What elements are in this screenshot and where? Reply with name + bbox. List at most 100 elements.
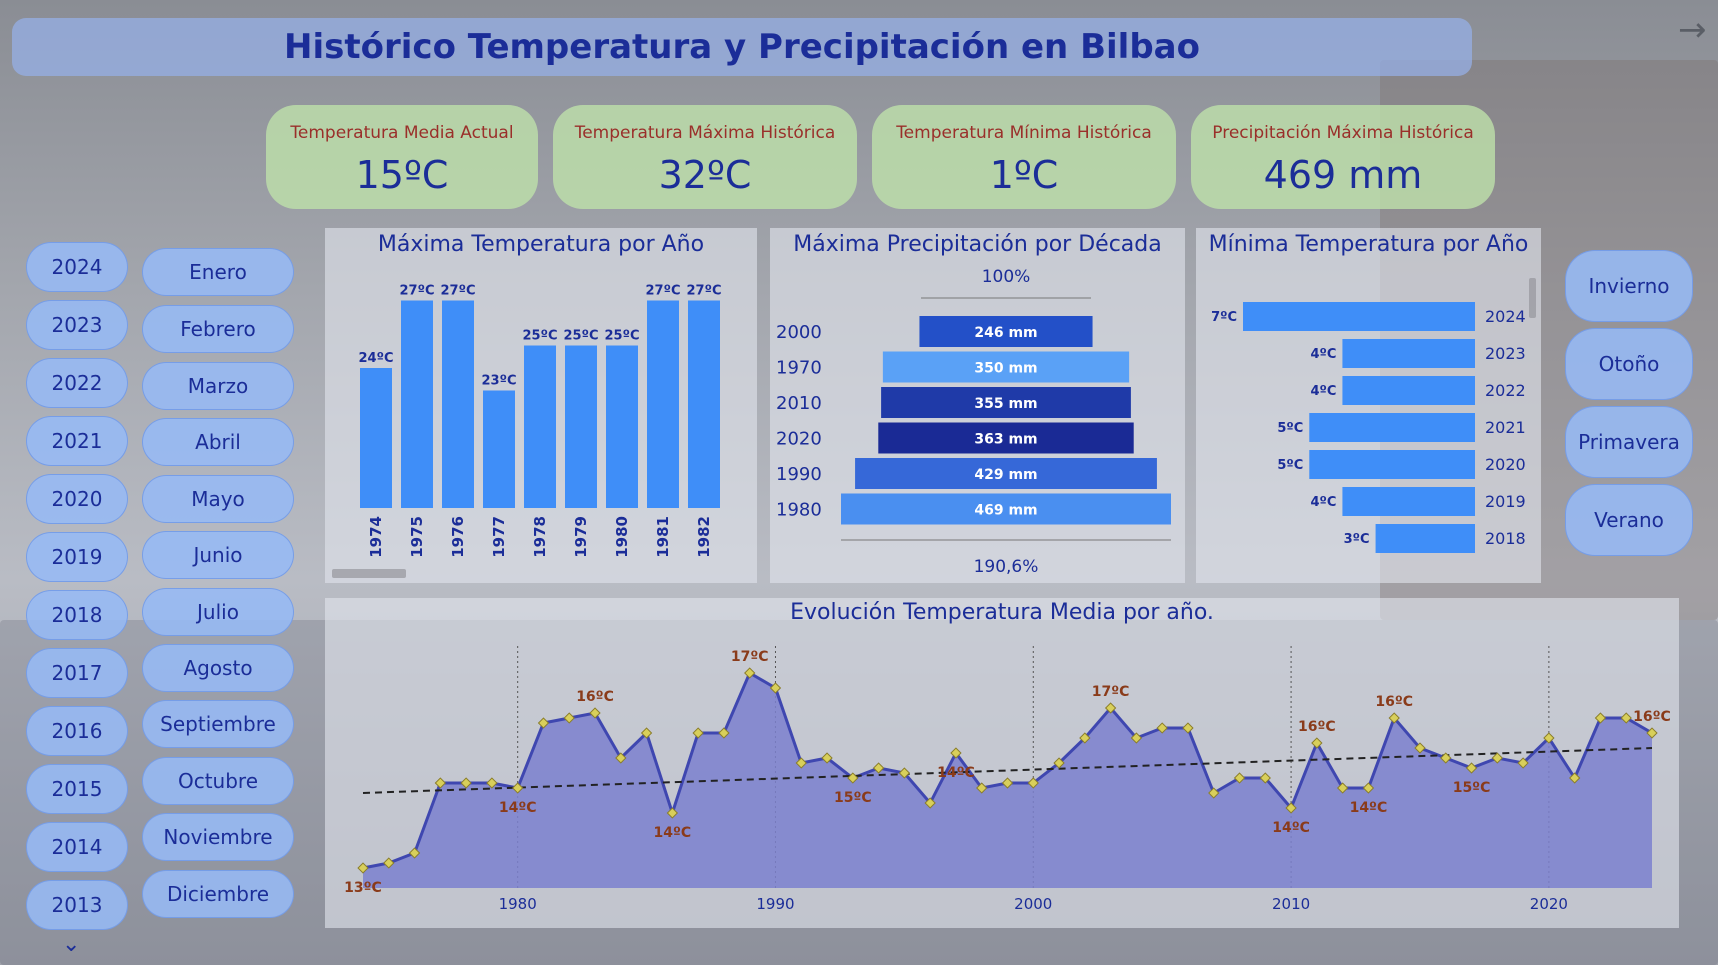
season-button[interactable]: Verano	[1565, 484, 1693, 556]
year-button[interactable]: 2015	[26, 764, 128, 814]
year-button[interactable]: 2017	[26, 648, 128, 698]
data-point	[1027, 777, 1039, 789]
year-button[interactable]: 2024	[26, 242, 128, 292]
season-button[interactable]: Primavera	[1565, 406, 1693, 478]
month-button[interactable]: Enero	[142, 248, 294, 296]
month-button[interactable]: Abril	[142, 418, 294, 466]
trend-line	[362, 747, 1653, 794]
data-point	[924, 797, 936, 809]
chart-title: Máxima Temperatura por Año	[377, 232, 705, 257]
chevron-down-icon[interactable]: ⌄	[62, 932, 81, 957]
bar-value-label: 23ºC	[482, 374, 517, 389]
data-point	[1646, 727, 1658, 739]
kpi-temp-max: Temperatura Máxima Histórica 32ºC	[553, 105, 857, 209]
area-fill	[363, 673, 1652, 888]
year-button[interactable]: 2019	[26, 532, 128, 582]
funnel-category-label: 1990	[776, 464, 822, 485]
month-button[interactable]: Noviembre	[142, 813, 294, 861]
back-arrow-icon[interactable]: →	[1678, 10, 1707, 50]
month-button[interactable]: Octubre	[142, 757, 294, 805]
year-button[interactable]: 2013	[26, 880, 128, 930]
point-value-label: 16ºC	[1375, 694, 1413, 710]
year-button[interactable]: 2021	[26, 416, 128, 466]
bar	[1243, 302, 1475, 331]
bar	[647, 300, 679, 508]
bar-value-label: 4ºC	[1311, 384, 1337, 399]
data-point	[692, 727, 704, 739]
data-point	[383, 857, 395, 869]
month-button[interactable]: Julio	[142, 588, 294, 636]
data-point	[1388, 712, 1400, 724]
data-point	[718, 727, 730, 739]
funnel-category-label: 1980	[776, 500, 822, 521]
x-tick-label: 1980	[613, 516, 631, 558]
year-button[interactable]: 2014	[26, 822, 128, 872]
chart-title: Máxima Precipitación por Década	[793, 232, 1162, 257]
point-value-label: 15ºC	[1453, 780, 1491, 796]
month-button[interactable]: Diciembre	[142, 870, 294, 918]
year-button[interactable]: 2018	[26, 590, 128, 640]
bar	[401, 300, 433, 508]
funnel-category-label: 1970	[776, 358, 822, 379]
funnel-category-label: 2020	[776, 429, 822, 450]
x-tick-label: 1974	[367, 516, 385, 558]
bar-value-label: 25ºC	[523, 329, 558, 344]
bar-value-label: 27ºC	[441, 284, 476, 299]
month-button[interactable]: Febrero	[142, 305, 294, 353]
max-temp-bar-chart: 24ºC 1974 27ºC 1975 27ºC 1976 23ºC 1977 25ºC 1978…	[359, 284, 722, 558]
kpi-value: 32ºC	[658, 153, 752, 197]
data-point	[1311, 737, 1323, 749]
bar-value-label: 25ºC	[564, 329, 599, 344]
point-value-label: 16ºC	[576, 689, 614, 705]
data-point	[357, 862, 369, 874]
season-button[interactable]: Invierno	[1565, 250, 1693, 322]
data-point	[1285, 802, 1297, 814]
scrollbar-thumb[interactable]	[332, 569, 406, 578]
season-button[interactable]: Otoño	[1565, 328, 1693, 400]
data-point	[408, 847, 421, 859]
bar-value-label: 5ºC	[1277, 458, 1303, 473]
funnel-bar	[878, 422, 1134, 454]
data-point	[1182, 722, 1194, 734]
month-button[interactable]: Marzo	[142, 362, 294, 410]
bar	[483, 390, 515, 508]
data-point	[898, 767, 911, 779]
month-button[interactable]: Mayo	[142, 475, 294, 523]
y-tick-label: 2020	[1485, 455, 1526, 474]
year-button[interactable]: 2022	[26, 358, 128, 408]
month-button[interactable]: Agosto	[142, 644, 294, 692]
kpi-label: Temperatura Mínima Histórica	[896, 123, 1152, 143]
bar	[1309, 413, 1475, 442]
month-button[interactable]: Septiembre	[142, 700, 294, 748]
data-point	[847, 772, 859, 784]
bar	[1342, 487, 1475, 516]
year-button[interactable]: 2020	[26, 474, 128, 524]
bar-value-label: 24ºC	[359, 351, 394, 366]
x-tick-label: 1990	[756, 895, 794, 913]
funnel-category-label: 2010	[776, 393, 822, 414]
funnel-bar	[841, 493, 1171, 525]
year-button[interactable]: 2023	[26, 300, 128, 350]
funnel-value-label: 355 mm	[974, 396, 1037, 412]
funnel-bottom-label: 190,6%	[974, 557, 1039, 577]
data-point	[1543, 732, 1555, 744]
data-point	[1130, 732, 1143, 744]
funnel-top-label: 100%	[982, 267, 1031, 287]
bar-value-label: 5ºC	[1277, 421, 1303, 436]
point-value-label: 15ºC	[834, 790, 872, 806]
data-point	[537, 717, 550, 729]
x-tick-label: 1982	[695, 516, 713, 558]
evolution-area-chart: 1980 1990 2000 2010 2020 13ºC 14ºC 16ºC 14ºC 17ºC…	[344, 646, 1671, 913]
data-point	[1440, 752, 1452, 764]
month-button[interactable]: Junio	[142, 531, 294, 579]
data-point	[1053, 757, 1065, 769]
scrollbar-thumb[interactable]	[1529, 278, 1536, 318]
y-tick-label: 2019	[1485, 492, 1526, 511]
bar-value-label: 4ºC	[1311, 347, 1337, 362]
data-point	[434, 777, 446, 789]
bar	[442, 300, 474, 508]
year-button[interactable]: 2016	[26, 706, 128, 756]
point-value-label: 14ºC	[499, 800, 537, 816]
bar-value-label: 27ºC	[687, 284, 722, 299]
min-temp-bar-chart: 7ºC 2024 4ºC 2023 4ºC 2022 5ºC 2021 5ºC 2020 4ºC 20…	[1211, 302, 1526, 553]
